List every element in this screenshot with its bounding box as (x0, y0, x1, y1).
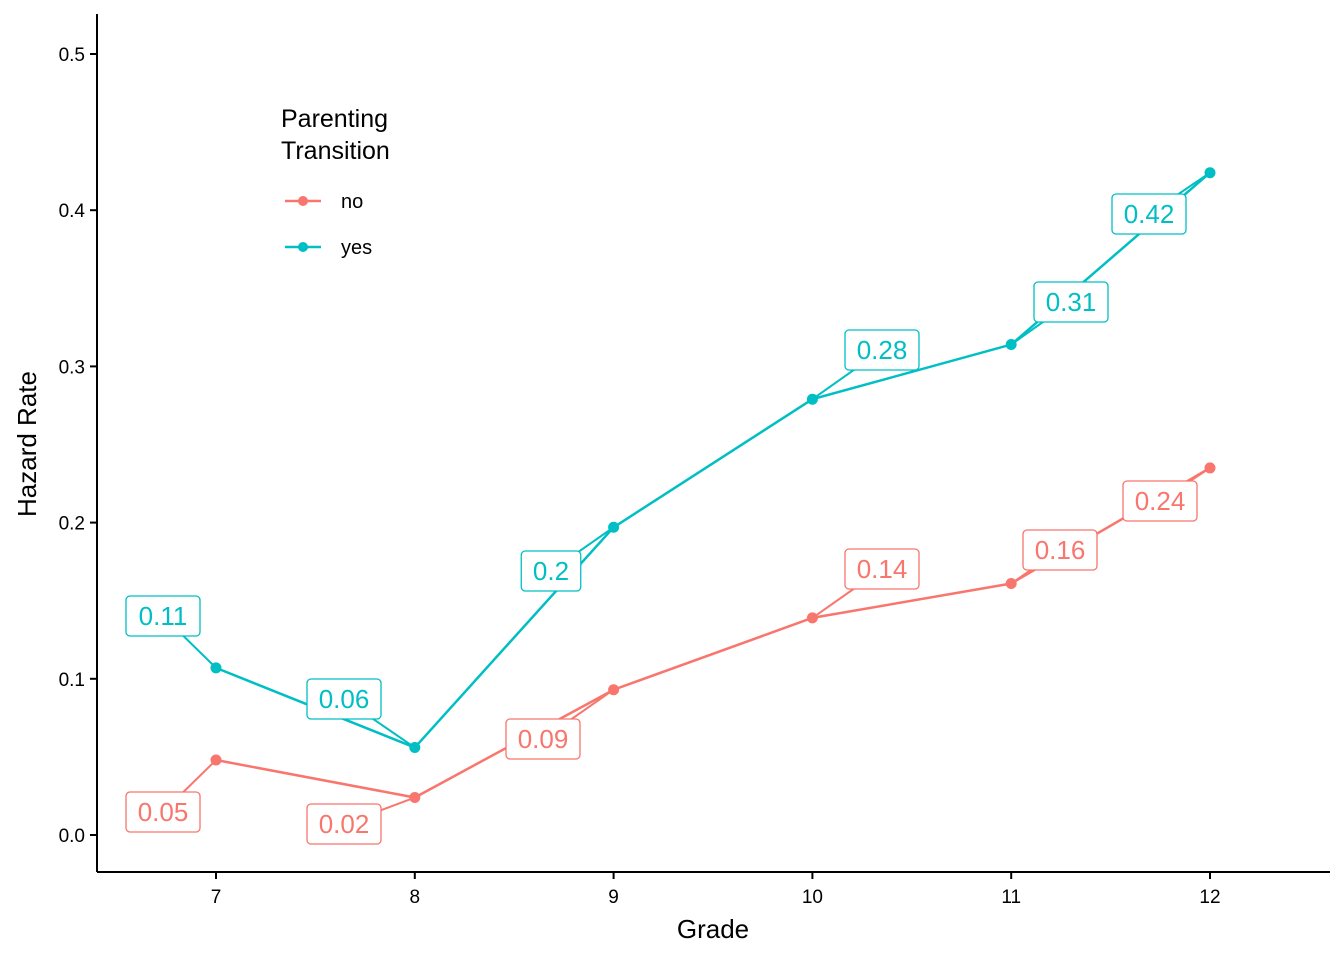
series-line-no (215, 466, 1211, 799)
x-axis-title: Grade (677, 914, 749, 944)
data-label: 0.31 (1046, 287, 1097, 317)
data-point (1005, 339, 1017, 351)
legend: Parenting Transition no yes (281, 105, 390, 259)
data-point (1204, 462, 1216, 474)
data-label: 0.24 (1135, 486, 1186, 516)
data-point (1204, 167, 1216, 179)
data-label: 0.2 (533, 556, 569, 586)
y-tick-label: 0.5 (59, 45, 85, 66)
legend-label-yes: yes (341, 237, 372, 259)
data-point (1005, 578, 1017, 590)
data-label-box (520, 550, 582, 592)
data-label: 0.06 (319, 684, 370, 714)
data-label-box (1022, 529, 1098, 571)
data-label: 0.28 (857, 335, 908, 365)
series-yes: 0.11 0.06 0.2 0.28 0.31 0.42 (125, 167, 1216, 754)
data-label: 0.14 (857, 554, 908, 584)
y-tick-label: 0.4 (59, 201, 86, 222)
y-tick-label: 0.1 (59, 670, 85, 691)
data-point (608, 684, 620, 696)
legend-title-line2: Transition (281, 137, 390, 165)
data-label-box (1033, 281, 1109, 323)
legend-item-yes: yes (285, 237, 372, 259)
series-no: 0.05 0.02 0.09 0.14 0.16 0.24 (125, 462, 1216, 845)
axes: 7 8 9 10 11 12 0.0 0.1 0.2 0.3 0.4 0.5 (59, 45, 1221, 908)
y-tick-label: 0.0 (59, 826, 85, 847)
x-tick-label: 10 (802, 887, 823, 908)
data-point (608, 521, 620, 533)
data-label: 0.05 (138, 797, 189, 827)
data-label-box (306, 803, 382, 845)
data-point (806, 612, 818, 624)
x-tick-label: 7 (211, 887, 222, 908)
data-label-box (1111, 193, 1187, 235)
data-label-box (306, 678, 382, 720)
plot-area: 0.05 0.020.090.140.160.240.110.060.20.280… (125, 167, 1216, 845)
legend-title-line1: Parenting (281, 105, 388, 133)
y-axis-title: Hazard Rate (12, 371, 42, 517)
x-tick-label: 8 (410, 887, 421, 908)
legend-label-no: no (341, 191, 363, 213)
data-label: 0.11 (139, 601, 188, 631)
data-label-box (844, 548, 920, 590)
data-point (409, 792, 421, 804)
data-point (409, 742, 421, 754)
data-point (210, 662, 222, 674)
x-tick-label: 11 (1001, 887, 1021, 908)
x-tick-label: 9 (608, 887, 619, 908)
legend-key-yes-point (298, 242, 308, 252)
y-tick-label: 0.3 (59, 357, 85, 378)
x-tick-label: 12 (1199, 887, 1220, 908)
data-label-box (1122, 480, 1198, 522)
data-label: 0.42 (1124, 199, 1175, 229)
data-label: 0.16 (1035, 535, 1086, 565)
data-label: 0.02 (319, 809, 370, 839)
legend-key-no-point (298, 196, 308, 206)
data-label: 0.09 (518, 724, 569, 754)
data-point (806, 393, 818, 405)
data-label-box (125, 595, 201, 637)
data-point (210, 754, 222, 766)
y-tick-label: 0.2 (59, 514, 85, 535)
data-label-box (125, 791, 201, 833)
data-label-box (505, 718, 581, 760)
legend-item-no: no (285, 191, 363, 213)
data-label-box (844, 329, 920, 371)
